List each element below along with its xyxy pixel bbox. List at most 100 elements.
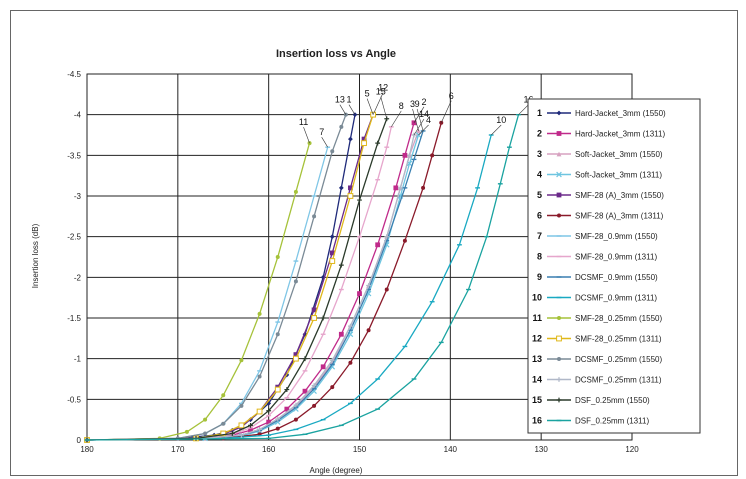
- point: [330, 385, 335, 390]
- point: [320, 364, 326, 370]
- curve-label: 9: [415, 99, 420, 109]
- point: [293, 417, 298, 422]
- label-leader: [518, 104, 529, 115]
- point: [257, 311, 262, 316]
- y-tick-label: -0.5: [67, 395, 81, 404]
- legend-entry: SMF-28 (A)_3mm (1550): [575, 191, 664, 200]
- point: [402, 238, 407, 243]
- point: [329, 357, 335, 363]
- point: [366, 328, 371, 333]
- legend-entry: SMF-28_0.25mm (1311): [575, 335, 662, 344]
- y-tick-label: -2.5: [67, 233, 81, 242]
- point: [312, 214, 317, 219]
- point: [556, 171, 562, 178]
- point: [293, 402, 299, 408]
- point: [348, 185, 353, 191]
- point: [329, 234, 335, 240]
- legend-entry: DCSMF_0.9mm (1311): [575, 294, 657, 303]
- label-leader: [412, 108, 419, 132]
- series-line: [86, 122, 442, 441]
- label-leader: [418, 124, 429, 136]
- series-line: [86, 114, 520, 441]
- point: [357, 291, 362, 296]
- point: [416, 128, 421, 134]
- curve-label: 11: [299, 117, 308, 127]
- point: [239, 358, 244, 363]
- point: [402, 152, 408, 158]
- curve-label: 5: [365, 89, 370, 99]
- series-10: [84, 134, 494, 441]
- label-leader: [416, 108, 424, 132]
- point: [266, 419, 272, 425]
- point: [329, 363, 336, 370]
- point: [393, 185, 399, 191]
- legend-number: 11: [532, 313, 542, 323]
- legend-number: 14: [532, 375, 542, 385]
- point: [293, 189, 298, 194]
- point: [203, 417, 208, 422]
- point: [302, 388, 308, 394]
- legend-number: 3: [537, 149, 542, 159]
- point: [421, 185, 426, 190]
- point: [266, 408, 272, 414]
- series-16: [84, 113, 521, 441]
- point: [348, 323, 353, 329]
- legend-number: 6: [537, 211, 542, 221]
- x-tick-label: 130: [534, 445, 548, 454]
- legend-number: 1: [537, 108, 542, 118]
- point: [239, 432, 244, 438]
- series-line: [86, 142, 311, 441]
- point: [556, 151, 562, 157]
- point: [348, 136, 353, 142]
- x-tick-label: 140: [444, 445, 458, 454]
- point: [366, 283, 371, 288]
- point: [293, 355, 299, 362]
- point: [375, 140, 381, 146]
- point: [384, 234, 390, 240]
- point: [556, 131, 562, 136]
- point: [556, 397, 562, 403]
- y-tick-label: -4: [74, 111, 82, 120]
- point: [338, 262, 344, 268]
- point: [302, 356, 308, 362]
- point: [361, 140, 367, 147]
- point: [274, 386, 281, 393]
- curve-label: 12: [378, 83, 388, 93]
- point: [248, 427, 253, 433]
- point: [330, 149, 335, 154]
- chart: 12345678910111213141516 1801701601501401…: [31, 48, 701, 475]
- legend-number: 12: [532, 334, 542, 344]
- series-14: [84, 132, 417, 443]
- point: [557, 316, 561, 320]
- legend-number: 5: [537, 190, 542, 200]
- point: [361, 136, 367, 142]
- point: [203, 431, 208, 436]
- curve-label: 1: [346, 95, 351, 105]
- legend-entry: DSF_0.25mm (1550): [575, 396, 650, 405]
- legend-number: 15: [532, 395, 542, 405]
- point: [556, 377, 562, 382]
- series-line: [86, 134, 492, 441]
- series-line: [86, 134, 420, 441]
- legend-entry: DCSMF_0.9mm (1550): [575, 273, 658, 282]
- point: [339, 124, 344, 129]
- point: [275, 426, 280, 431]
- point: [284, 406, 290, 412]
- y-tick-label: -4.5: [67, 70, 81, 79]
- y-tick-label: -2: [74, 273, 82, 282]
- label-leader: [440, 100, 452, 123]
- point: [556, 335, 562, 342]
- y-tick-label: -3.5: [67, 151, 81, 160]
- series-13: [85, 112, 348, 442]
- legend: 1 Hard-Jacket_3mm (1550) 2 Hard-Jacket_3mm …: [527, 98, 701, 434]
- label-leader: [413, 118, 425, 136]
- point: [430, 153, 435, 158]
- legend-number: 13: [532, 354, 542, 364]
- point: [556, 192, 562, 198]
- y-tick-label: -3: [74, 192, 82, 201]
- legend-number: 9: [537, 272, 542, 282]
- point: [311, 307, 317, 313]
- label-leader: [391, 110, 402, 128]
- point: [329, 250, 335, 256]
- legend-number: 2: [537, 129, 542, 139]
